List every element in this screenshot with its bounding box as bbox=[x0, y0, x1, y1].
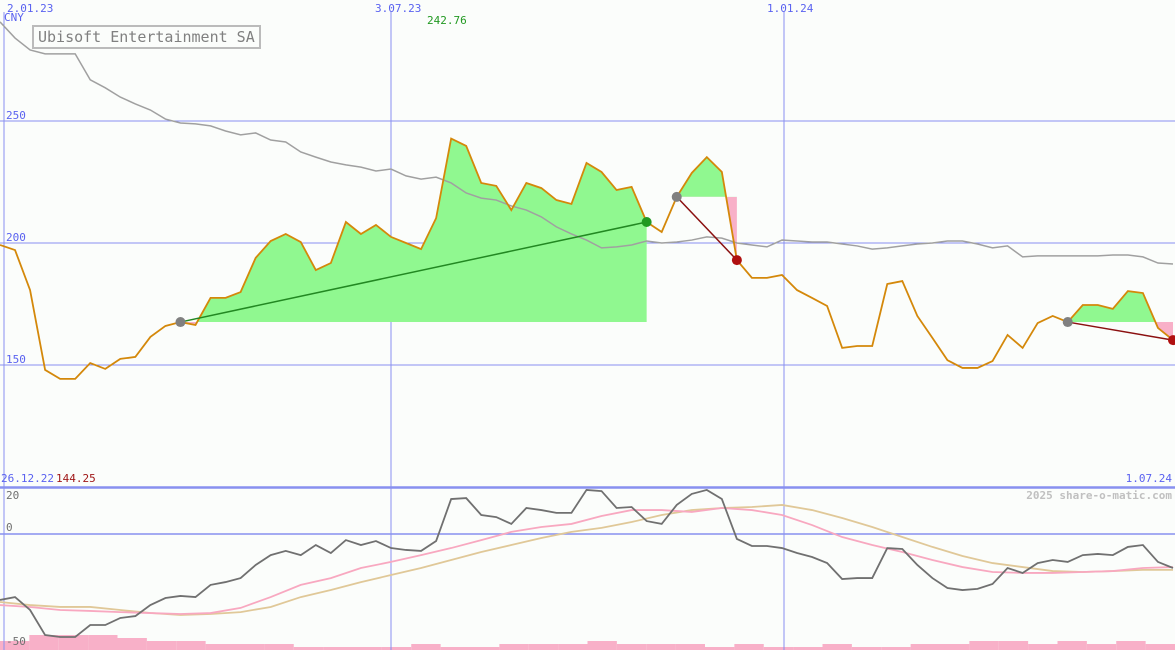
volume-bar bbox=[616, 644, 647, 650]
volume-bar bbox=[29, 635, 59, 650]
trade-entry-marker bbox=[1062, 317, 1073, 328]
trade-entry-marker bbox=[671, 191, 682, 202]
volume-bar bbox=[675, 644, 705, 650]
volume-bar bbox=[205, 644, 235, 650]
volume-bar bbox=[969, 641, 999, 650]
osc-tick-label: 0 bbox=[6, 521, 13, 534]
volume-bar bbox=[235, 644, 265, 650]
volume-bar bbox=[176, 641, 206, 650]
volume-bar bbox=[998, 641, 1029, 650]
oscillator-signal-line bbox=[0, 507, 1174, 615]
max-price-label: 242.76 bbox=[427, 14, 467, 27]
trade-loss-area bbox=[1067, 322, 1173, 341]
osc-tick-label: 20 bbox=[6, 489, 20, 502]
watermark: 2025 share-o-matic.com bbox=[1026, 489, 1172, 502]
y-tick-label: 250 bbox=[6, 109, 26, 122]
oscillator-line bbox=[0, 488, 1174, 638]
volume-bar bbox=[1145, 644, 1175, 650]
moving-average-line bbox=[0, 21, 1174, 265]
volume-bar bbox=[440, 647, 470, 650]
chart-title: Ubisoft Entertainment SA bbox=[32, 25, 261, 49]
volume-bar bbox=[1028, 644, 1058, 650]
trade-entry-marker bbox=[175, 317, 186, 328]
trade-line bbox=[1067, 321, 1174, 341]
volume-bar bbox=[851, 647, 882, 650]
trade-exit-marker bbox=[641, 217, 652, 228]
trade-gain-area bbox=[676, 157, 737, 197]
volume-bar bbox=[470, 647, 500, 650]
y-tick-label: 150 bbox=[6, 353, 26, 366]
volume-bar bbox=[381, 647, 412, 650]
oscillator-slow-line bbox=[0, 504, 1173, 616]
volume-bar bbox=[323, 647, 353, 650]
volume-bar bbox=[646, 644, 676, 650]
volume-bar bbox=[705, 647, 735, 650]
x-end-label: 1.07.24 bbox=[1125, 472, 1172, 485]
volume-bar bbox=[117, 638, 147, 650]
volume-bar bbox=[734, 644, 764, 650]
x-tick-label: 3.07.23 bbox=[375, 2, 422, 15]
trade-gain-area bbox=[1067, 291, 1173, 323]
x-tick-label: 1.01.24 bbox=[767, 2, 814, 15]
trade-exit-marker bbox=[1168, 335, 1175, 346]
volume-bar bbox=[910, 644, 940, 650]
volume-bar bbox=[1086, 644, 1117, 650]
volume-bar bbox=[587, 641, 617, 650]
volume-bar bbox=[352, 647, 382, 650]
trade-loss-area bbox=[676, 196, 737, 261]
volume-bar bbox=[499, 644, 529, 650]
trade-exit-marker bbox=[731, 255, 742, 266]
volume-bar bbox=[528, 644, 559, 650]
trade-line bbox=[180, 221, 647, 323]
volume-bar bbox=[763, 647, 794, 650]
volume-bar bbox=[58, 635, 89, 650]
osc-tick-label: -50 bbox=[6, 635, 26, 648]
volume-bar bbox=[88, 635, 118, 650]
volume-bar bbox=[0, 641, 30, 650]
y-tick-label: 200 bbox=[6, 231, 26, 244]
volume-bar bbox=[793, 647, 823, 650]
volume-bar bbox=[264, 644, 294, 650]
x-start-label: 26.12.22 bbox=[1, 472, 54, 485]
volume-bar bbox=[293, 647, 324, 650]
min-price-label: 144.25 bbox=[56, 472, 96, 485]
volume-bar bbox=[1057, 641, 1087, 650]
volume-bar bbox=[146, 641, 177, 650]
x-tick-label: 2.01.23 bbox=[7, 2, 54, 15]
currency-label: CNY bbox=[4, 11, 24, 24]
trade-gain-area bbox=[180, 138, 647, 323]
volume-bar bbox=[1116, 641, 1146, 650]
volume-bar bbox=[881, 647, 911, 650]
price-line bbox=[0, 137, 1174, 380]
volume-bar bbox=[558, 644, 588, 650]
volume-bar bbox=[940, 644, 970, 650]
volume-bar bbox=[411, 644, 441, 650]
volume-bar bbox=[822, 644, 852, 650]
trade-line bbox=[676, 196, 738, 261]
